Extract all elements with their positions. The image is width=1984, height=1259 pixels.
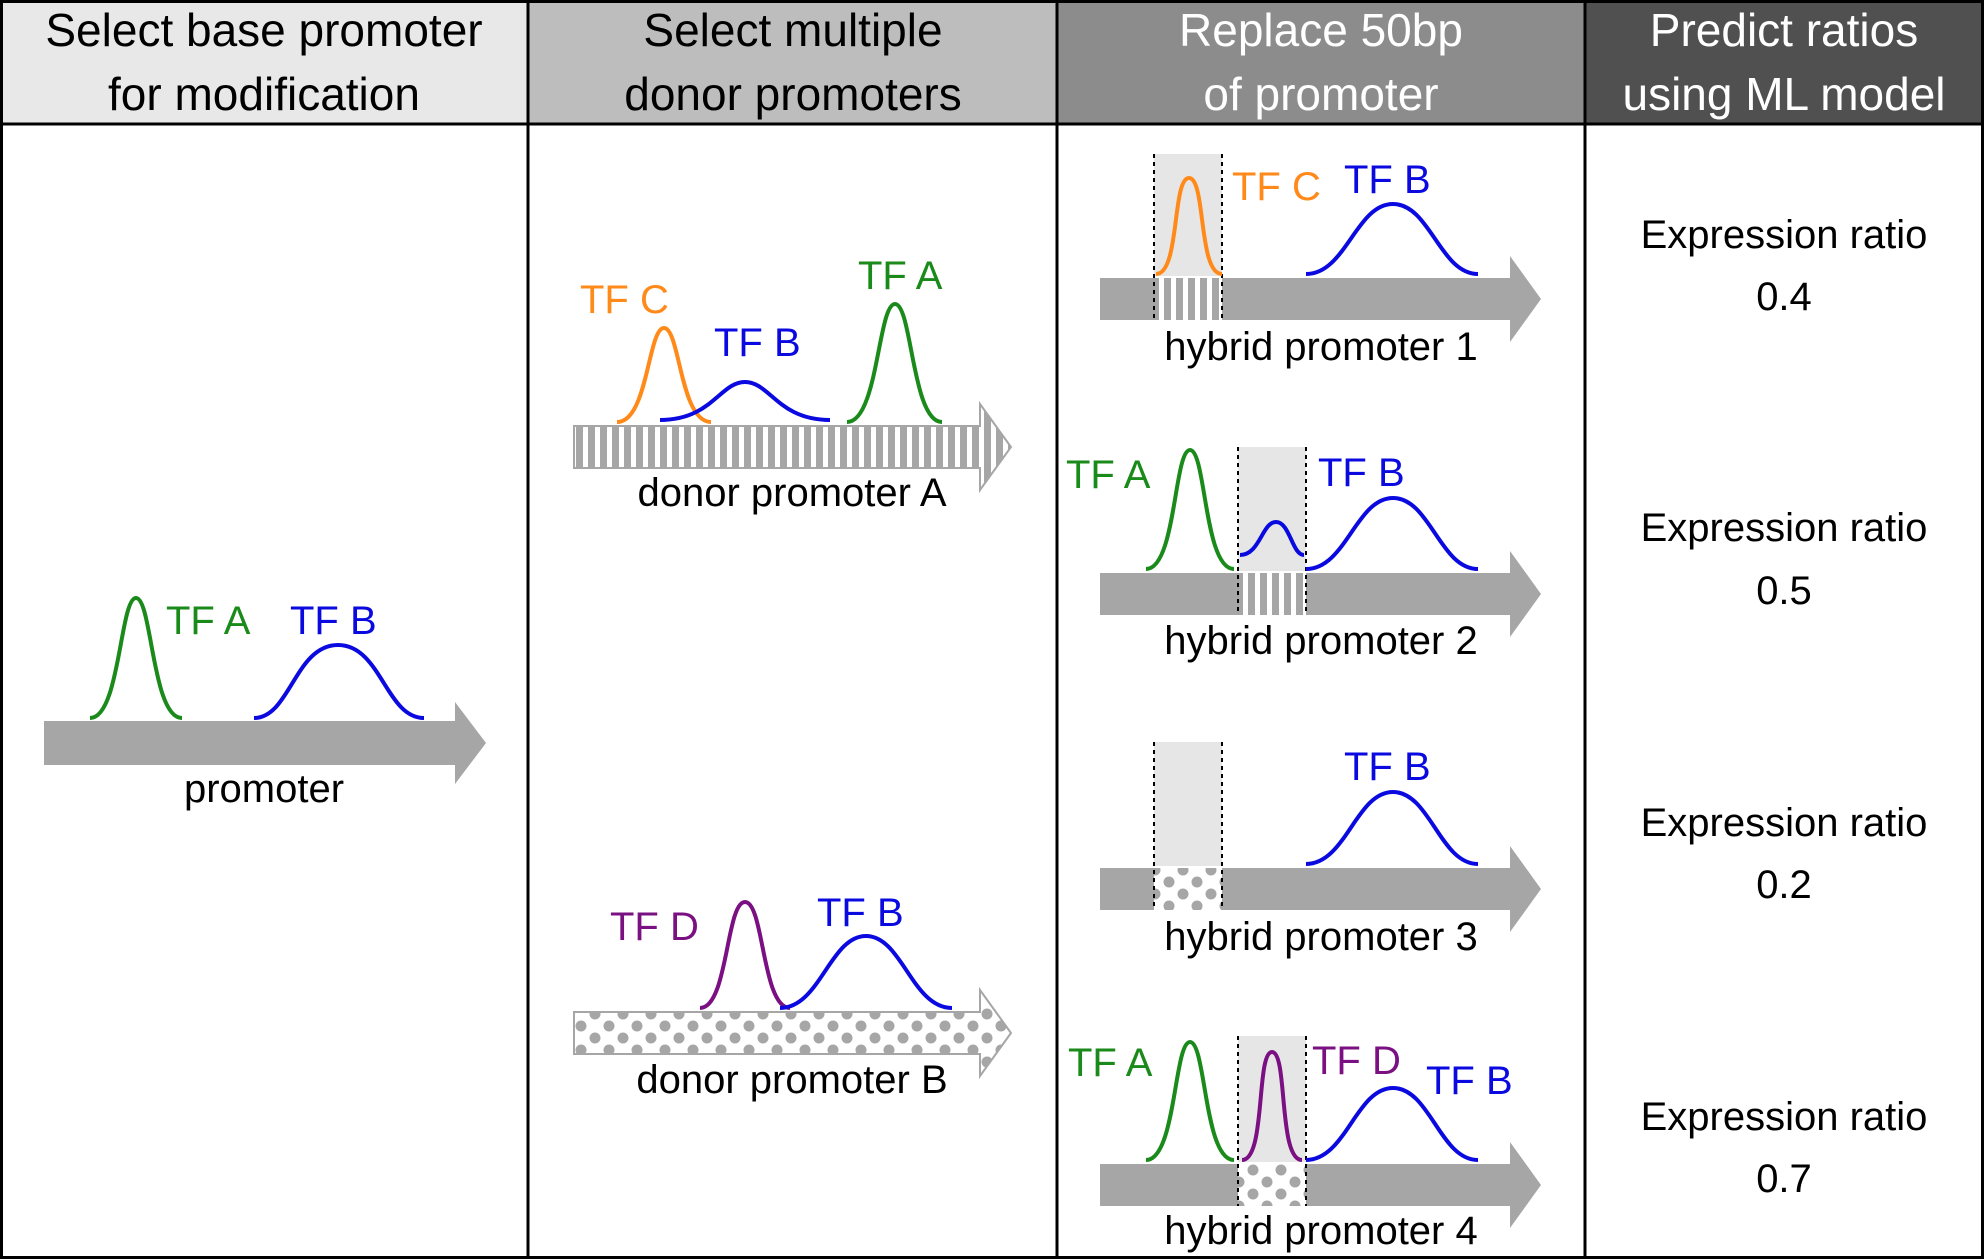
- tf-c-label: TF C: [1232, 165, 1321, 209]
- hybrid-promoter-3-arrow: [1100, 846, 1541, 932]
- header-cell-4: [1585, 0, 1984, 124]
- hybrid-promoter-4-group: TF A TF D TF B hybrid promoter 4: [1068, 1036, 1541, 1253]
- replaced-region-highlight: [1154, 154, 1222, 276]
- hybrid-promoter-3-label: hybrid promoter 3: [1164, 915, 1477, 959]
- tf-b-peak: [1305, 1085, 1479, 1162]
- donor-promoter-b-group: TF D TF B donor promoter B: [573, 891, 1013, 1102]
- tf-c-peak: [616, 325, 712, 424]
- tf-b-label: TF B: [817, 891, 904, 935]
- donor-promoter-b-arrow: [573, 986, 1013, 1080]
- donor-promoter-a-label: donor promoter A: [637, 471, 946, 515]
- expression-ratio-value: 0.2: [1756, 863, 1812, 907]
- prediction-2: Expression ratio 0.5: [1641, 506, 1928, 613]
- tf-b-label: TF B: [1318, 451, 1405, 495]
- tf-c-peak: [1155, 175, 1223, 276]
- tf-a-label: TF A: [166, 599, 251, 643]
- tf-d-peak: [1241, 1049, 1303, 1162]
- expression-ratio-value: 0.7: [1756, 1157, 1812, 1201]
- header-4-line-1: Predict ratios: [1650, 4, 1918, 56]
- replaced-segment-striped: [1154, 278, 1222, 320]
- hybrid-promoter-2-arrow: [1100, 551, 1541, 637]
- hybrid-promoter-4-label: hybrid promoter 4: [1164, 1209, 1477, 1253]
- hybrid-promoter-1-label: hybrid promoter 1: [1164, 325, 1477, 369]
- header-cell-3: [1057, 0, 1585, 124]
- tf-b-label: TF B: [1344, 158, 1431, 202]
- tf-d-label: TF D: [1312, 1039, 1401, 1083]
- tf-a-label: TF A: [858, 254, 943, 298]
- expression-ratio-label: Expression ratio: [1641, 801, 1928, 845]
- expression-ratio-label: Expression ratio: [1641, 1095, 1928, 1139]
- hybrid-promoter-1-group: TF C TF B hybrid promoter 1: [1100, 154, 1541, 369]
- tf-b-label: TF B: [1426, 1059, 1513, 1103]
- prediction-1: Expression ratio 0.4: [1641, 213, 1928, 319]
- replaced-segment-dotted: [1154, 868, 1222, 910]
- tf-b-label: TF B: [714, 321, 801, 365]
- tf-d-label: TF D: [610, 905, 699, 949]
- tf-b-label: TF B: [1344, 745, 1431, 789]
- tf-b-peak-small: [1239, 519, 1305, 557]
- prediction-3: Expression ratio 0.2: [1641, 801, 1928, 907]
- replaced-region-highlight: [1238, 1036, 1306, 1162]
- tf-a-peak: [1145, 1039, 1235, 1162]
- header-3-line-1: Replace 50bp: [1179, 4, 1463, 56]
- header-2-line-1: Select multiple: [643, 4, 942, 56]
- base-promoter-label: promoter: [184, 767, 344, 811]
- hybrid-promoter-3-group: TF B hybrid promoter 3: [1100, 742, 1541, 959]
- donor-promoter-b-label: donor promoter B: [636, 1058, 947, 1102]
- prediction-4: Expression ratio 0.7: [1641, 1095, 1928, 1201]
- replaced-segment-striped: [1238, 573, 1306, 615]
- hybrid-promoter-4-arrow: [1100, 1142, 1541, 1228]
- tf-b-peak: [253, 642, 425, 720]
- expression-ratio-label: Expression ratio: [1641, 506, 1928, 550]
- header-4-line-2: using ML model: [1622, 68, 1945, 120]
- hybrid-promoter-2-label: hybrid promoter 2: [1164, 619, 1477, 663]
- tf-a-label: TF A: [1068, 1041, 1153, 1085]
- tf-b-peak: [1305, 495, 1479, 571]
- base-promoter-arrow: [44, 702, 486, 784]
- hybrid-promoter-2-group: TF A TF B hybrid promoter 2: [1066, 447, 1541, 663]
- tf-b-peak: [1305, 789, 1479, 866]
- header-3-line-2: of promoter: [1203, 68, 1438, 120]
- tf-a-peak: [846, 301, 943, 424]
- expression-ratio-label: Expression ratio: [1641, 213, 1928, 257]
- expression-ratio-value: 0.4: [1756, 275, 1812, 319]
- tf-b-label: TF B: [290, 599, 377, 643]
- header-cell-1: [0, 0, 528, 124]
- donor-promoter-a-group: TF C TF B TF A donor promoter A: [573, 254, 1013, 515]
- header-2-line-2: donor promoters: [624, 68, 962, 120]
- base-promoter-group: TF A TF B promoter: [44, 595, 486, 811]
- header-cell-2: [528, 0, 1057, 124]
- header-1-line-2: for modification: [108, 68, 420, 120]
- tf-b-peak: [659, 379, 831, 422]
- tf-b-peak: [1305, 201, 1479, 276]
- replaced-region-highlight: [1154, 742, 1222, 866]
- donor-promoter-a-arrow: [573, 400, 1013, 494]
- replaced-segment-dotted: [1238, 1164, 1306, 1206]
- expression-ratio-value: 0.5: [1756, 569, 1812, 613]
- tf-b-peak: [779, 933, 953, 1010]
- tf-a-label: TF A: [1066, 453, 1151, 497]
- hybrid-promoter-1-arrow: [1100, 256, 1541, 342]
- header-1-line-1: Select base promoter: [45, 4, 482, 56]
- tf-c-label: TF C: [580, 278, 669, 322]
- tf-a-peak: [89, 595, 183, 720]
- tf-d-peak: [699, 899, 791, 1010]
- tf-a-peak: [1145, 447, 1235, 571]
